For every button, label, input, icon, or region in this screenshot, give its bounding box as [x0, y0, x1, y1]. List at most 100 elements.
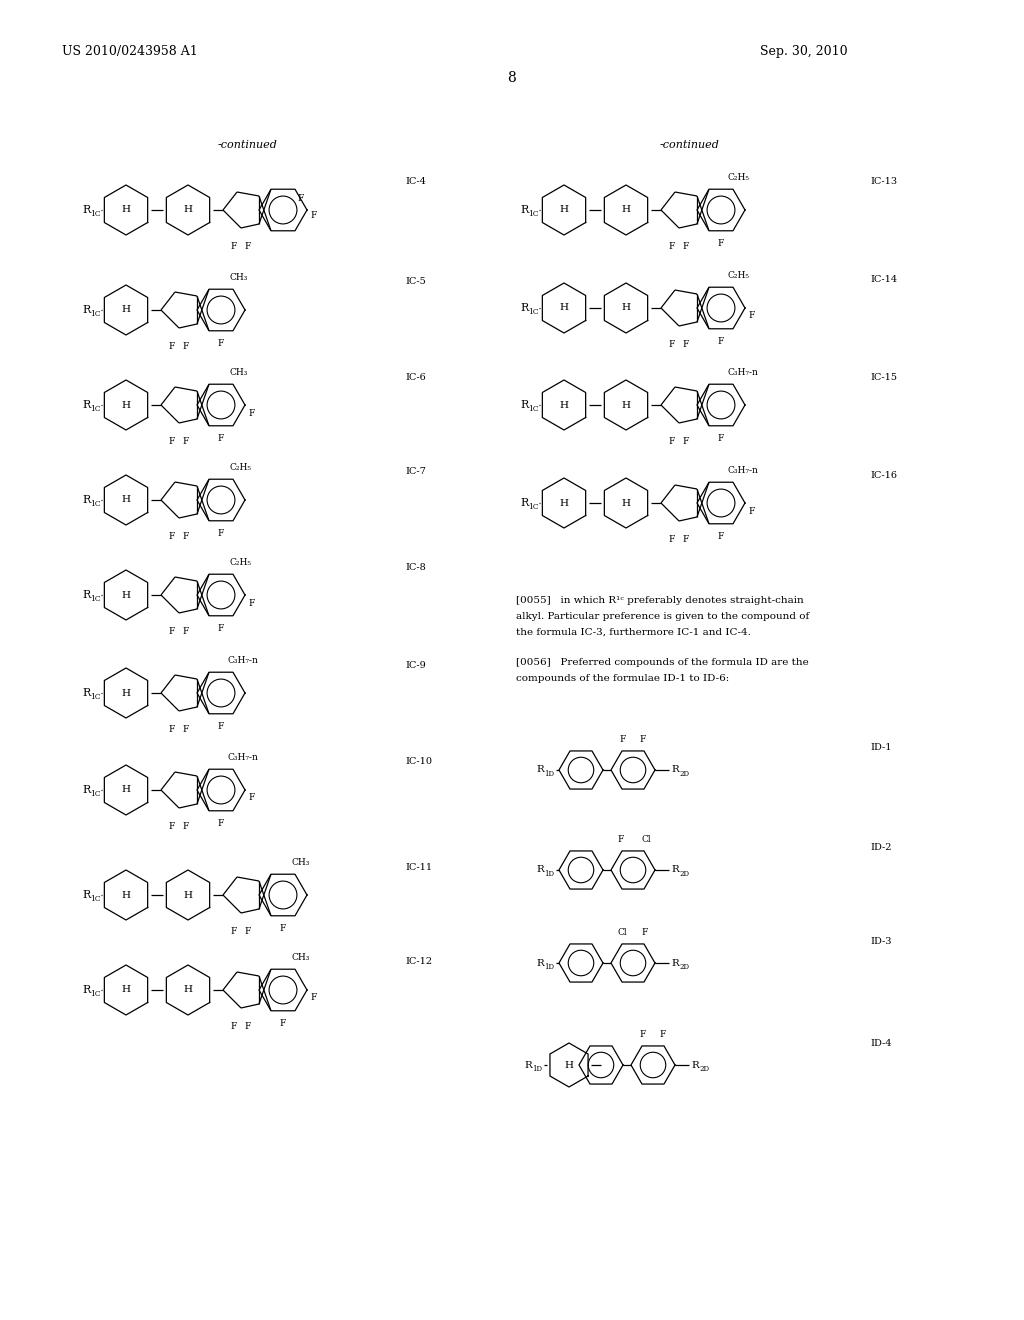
Text: H: H — [564, 1060, 573, 1069]
Text: R: R — [671, 766, 679, 775]
Text: 1C: 1C — [90, 895, 100, 903]
Text: 1C: 1C — [90, 405, 100, 413]
Text: F: F — [183, 725, 189, 734]
Text: F: F — [245, 242, 251, 251]
Text: F: F — [218, 722, 224, 731]
Text: F: F — [245, 927, 251, 936]
Text: 1C: 1C — [90, 789, 100, 799]
Text: H: H — [183, 206, 193, 214]
Text: F: F — [310, 994, 316, 1002]
Text: C₂H₅: C₂H₅ — [727, 173, 749, 182]
Text: F: F — [718, 434, 724, 444]
Text: 1C: 1C — [90, 693, 100, 701]
Text: 1C: 1C — [528, 503, 539, 511]
Text: H: H — [122, 689, 130, 697]
Text: F: F — [248, 598, 254, 607]
Text: H: H — [183, 891, 193, 899]
Text: Cl: Cl — [641, 836, 650, 843]
Text: R: R — [691, 1060, 698, 1069]
Text: F: F — [748, 312, 755, 321]
Text: R: R — [520, 498, 528, 508]
Text: H: H — [122, 590, 130, 599]
Text: R: R — [82, 688, 90, 698]
Text: F: F — [683, 437, 689, 446]
Text: R: R — [524, 1060, 531, 1069]
Text: IC-5: IC-5 — [406, 277, 426, 286]
Text: H: H — [559, 304, 568, 313]
Text: F: F — [659, 1030, 667, 1039]
Text: F: F — [183, 627, 189, 636]
Text: 1D: 1D — [544, 770, 554, 777]
Text: F: F — [169, 822, 175, 832]
Text: F: F — [683, 242, 689, 251]
Text: H: H — [559, 499, 568, 507]
Text: IC-13: IC-13 — [870, 177, 897, 186]
Text: R: R — [520, 205, 528, 215]
Text: R: R — [82, 890, 90, 900]
Text: F: F — [617, 836, 625, 843]
Text: H: H — [122, 785, 130, 795]
Text: F: F — [669, 535, 675, 544]
Text: C₂H₅: C₂H₅ — [229, 463, 251, 473]
Text: [0056]   Preferred compounds of the formula ID are the: [0056] Preferred compounds of the formul… — [516, 657, 809, 667]
Text: ID-1: ID-1 — [870, 743, 892, 752]
Text: Sep. 30, 2010: Sep. 30, 2010 — [760, 45, 848, 58]
Text: F: F — [669, 341, 675, 348]
Text: H: H — [622, 304, 631, 313]
Text: F: F — [669, 242, 675, 251]
Text: C₃H₇-n: C₃H₇-n — [227, 656, 258, 665]
Text: IC-16: IC-16 — [870, 470, 897, 479]
Text: H: H — [122, 305, 130, 314]
Text: 1C: 1C — [528, 308, 539, 315]
Text: IC-11: IC-11 — [406, 862, 432, 871]
Text: H: H — [622, 206, 631, 214]
Text: R: R — [520, 400, 528, 411]
Text: CH₃: CH₃ — [291, 858, 309, 867]
Text: IC-7: IC-7 — [406, 467, 426, 477]
Text: H: H — [122, 400, 130, 409]
Text: -continued: -continued — [660, 140, 720, 150]
Text: IC-12: IC-12 — [406, 957, 432, 966]
Text: CH₃: CH₃ — [229, 368, 248, 378]
Text: F: F — [280, 924, 286, 933]
Text: H: H — [559, 400, 568, 409]
Text: 2D: 2D — [679, 870, 689, 878]
Text: R: R — [671, 866, 679, 874]
Text: F: F — [183, 822, 189, 832]
Text: H: H — [183, 986, 193, 994]
Text: F: F — [718, 532, 724, 541]
Text: R: R — [82, 985, 90, 995]
Text: 1D: 1D — [544, 870, 554, 878]
Text: H: H — [122, 495, 130, 504]
Text: alkyl. Particular preference is given to the compound of: alkyl. Particular preference is given to… — [516, 612, 809, 620]
Text: Cl: Cl — [617, 928, 627, 937]
Text: F: F — [248, 408, 254, 417]
Text: 1C: 1C — [528, 405, 539, 413]
Text: F: F — [230, 1022, 238, 1031]
Text: 1D: 1D — [532, 1065, 542, 1073]
Text: 2D: 2D — [679, 770, 689, 777]
Text: [0055]   in which R¹ᶜ preferably denotes straight-chain: [0055] in which R¹ᶜ preferably denotes s… — [516, 597, 804, 605]
Text: 1C: 1C — [90, 310, 100, 318]
Text: F: F — [280, 1019, 286, 1028]
Text: 1C: 1C — [90, 990, 100, 998]
Text: F: F — [218, 529, 224, 539]
Text: IC-6: IC-6 — [406, 372, 426, 381]
Text: 1C: 1C — [90, 595, 100, 603]
Text: -continued: -continued — [218, 140, 278, 150]
Text: R: R — [82, 205, 90, 215]
Text: F: F — [718, 337, 724, 346]
Text: F: F — [169, 725, 175, 734]
Text: IC-15: IC-15 — [870, 372, 897, 381]
Text: US 2010/0243958 A1: US 2010/0243958 A1 — [62, 45, 198, 58]
Text: R: R — [536, 958, 544, 968]
Text: IC-14: IC-14 — [870, 276, 897, 285]
Text: 2D: 2D — [679, 964, 689, 972]
Text: F: F — [230, 242, 238, 251]
Text: IC-9: IC-9 — [406, 660, 426, 669]
Text: H: H — [559, 206, 568, 214]
Text: 1C: 1C — [90, 210, 100, 218]
Text: F: F — [169, 437, 175, 446]
Text: R: R — [82, 785, 90, 795]
Text: H: H — [622, 499, 631, 507]
